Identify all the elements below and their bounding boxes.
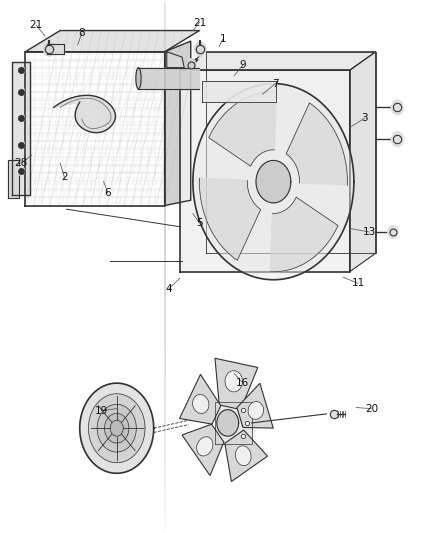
Text: 19: 19 [95, 406, 108, 416]
Polygon shape [88, 394, 145, 463]
Text: 21: 21 [30, 20, 43, 30]
Ellipse shape [193, 394, 209, 414]
Polygon shape [286, 103, 347, 185]
Polygon shape [165, 41, 191, 206]
Circle shape [18, 140, 25, 149]
Polygon shape [25, 30, 199, 52]
Polygon shape [201, 81, 276, 102]
Circle shape [18, 66, 25, 75]
Polygon shape [167, 52, 184, 68]
Circle shape [391, 132, 403, 147]
Circle shape [391, 100, 403, 115]
Text: 2: 2 [61, 172, 68, 182]
Ellipse shape [197, 437, 213, 456]
Polygon shape [53, 95, 116, 133]
Polygon shape [97, 405, 136, 452]
Ellipse shape [236, 446, 251, 466]
Text: 28: 28 [14, 158, 28, 168]
Text: 21: 21 [193, 18, 206, 28]
Polygon shape [350, 52, 376, 272]
Text: 9: 9 [240, 60, 246, 70]
Polygon shape [209, 92, 276, 166]
Polygon shape [180, 52, 376, 70]
Circle shape [18, 114, 25, 122]
Ellipse shape [136, 68, 141, 89]
Text: 1: 1 [220, 34, 226, 44]
Polygon shape [12, 62, 30, 195]
Text: 20: 20 [365, 403, 378, 414]
Text: 7: 7 [272, 78, 279, 88]
Polygon shape [80, 383, 154, 473]
Ellipse shape [225, 370, 243, 392]
Polygon shape [47, 44, 64, 54]
Polygon shape [225, 430, 268, 481]
Polygon shape [215, 402, 252, 444]
Circle shape [388, 225, 398, 238]
Ellipse shape [248, 401, 264, 419]
Circle shape [185, 59, 196, 71]
Polygon shape [215, 358, 258, 409]
Polygon shape [271, 197, 338, 272]
Polygon shape [237, 383, 273, 428]
Polygon shape [105, 414, 129, 443]
Circle shape [44, 42, 55, 56]
Polygon shape [256, 160, 291, 203]
Text: 13: 13 [363, 227, 376, 237]
Polygon shape [110, 420, 123, 436]
Text: 6: 6 [105, 188, 111, 198]
Text: 3: 3 [361, 113, 368, 123]
Circle shape [18, 87, 25, 96]
Polygon shape [193, 84, 354, 280]
Text: 11: 11 [352, 278, 365, 288]
Polygon shape [217, 410, 239, 436]
Polygon shape [206, 52, 376, 253]
Circle shape [18, 167, 25, 175]
Polygon shape [180, 70, 350, 272]
Polygon shape [180, 374, 221, 424]
Text: 16: 16 [237, 378, 250, 388]
Text: 4: 4 [166, 284, 172, 294]
Polygon shape [8, 160, 19, 198]
Polygon shape [182, 424, 224, 475]
Text: 8: 8 [78, 28, 85, 38]
Text: 5: 5 [196, 218, 203, 228]
Polygon shape [199, 178, 261, 261]
Circle shape [194, 42, 206, 56]
